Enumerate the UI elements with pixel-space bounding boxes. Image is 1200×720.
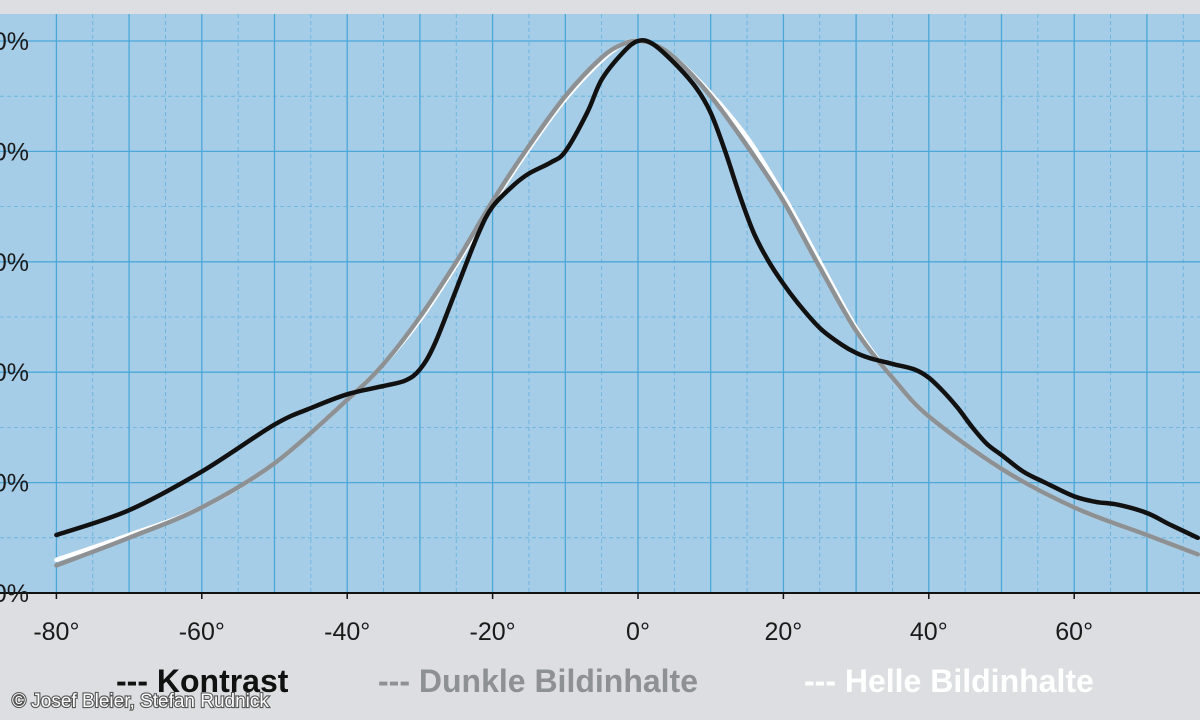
legend-item: --- Helle Bildinhalte xyxy=(804,663,1094,699)
grid-major xyxy=(0,14,1200,594)
y-tick-label: 80% xyxy=(0,138,29,166)
x-tick-label: 0° xyxy=(626,618,650,646)
legend-item: --- Dunkle Bildinhalte xyxy=(378,663,698,699)
y-tick-label: 0% xyxy=(0,580,29,608)
legend-item: --- Kontrast xyxy=(116,663,289,699)
series-kontrast xyxy=(54,38,1200,541)
x-tick-label: -60° xyxy=(179,618,225,646)
y-tick-label: 60% xyxy=(0,249,29,277)
series-layer xyxy=(54,38,1200,568)
x-tick-label: -20° xyxy=(470,618,516,646)
y-tick-label: 20% xyxy=(0,470,29,498)
x-tick-label: 20° xyxy=(764,618,802,646)
copyright-credit: © Josef Bleier, Stefan Rudnick xyxy=(12,691,269,712)
x-axis-ticks: -80°-60°-40°-20°0°20°40°60°80° xyxy=(33,593,1093,646)
plot-background xyxy=(0,14,1200,593)
x-tick-label: -40° xyxy=(324,618,370,646)
legend: --- Kontrast --- Dunkle Bildinhalte --- He… xyxy=(116,663,1094,699)
y-tick-label: 100% xyxy=(0,28,29,56)
y-tick-label: 40% xyxy=(0,359,29,387)
x-tick-label: 60° xyxy=(1055,618,1093,646)
x-tick-label: -80° xyxy=(33,618,79,646)
y-axis-ticks: 0% 20% 40% 60% 80% 100% xyxy=(0,28,29,608)
x-tick-label: 40° xyxy=(910,618,948,646)
grid-minor xyxy=(0,14,1200,593)
